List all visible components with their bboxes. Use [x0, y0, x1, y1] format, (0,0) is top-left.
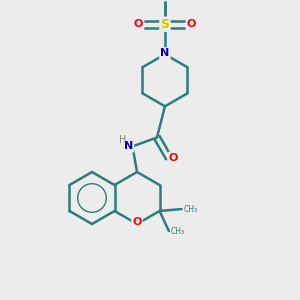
Text: O: O [134, 19, 143, 29]
Text: N: N [160, 48, 170, 58]
Text: CH₃: CH₃ [171, 226, 185, 236]
Text: S: S [160, 18, 169, 31]
Text: O: O [187, 19, 196, 29]
Text: N: N [124, 141, 133, 152]
Text: O: O [132, 217, 142, 227]
Text: H: H [119, 135, 126, 146]
Text: CH₃: CH₃ [184, 205, 198, 214]
Text: O: O [169, 153, 178, 163]
